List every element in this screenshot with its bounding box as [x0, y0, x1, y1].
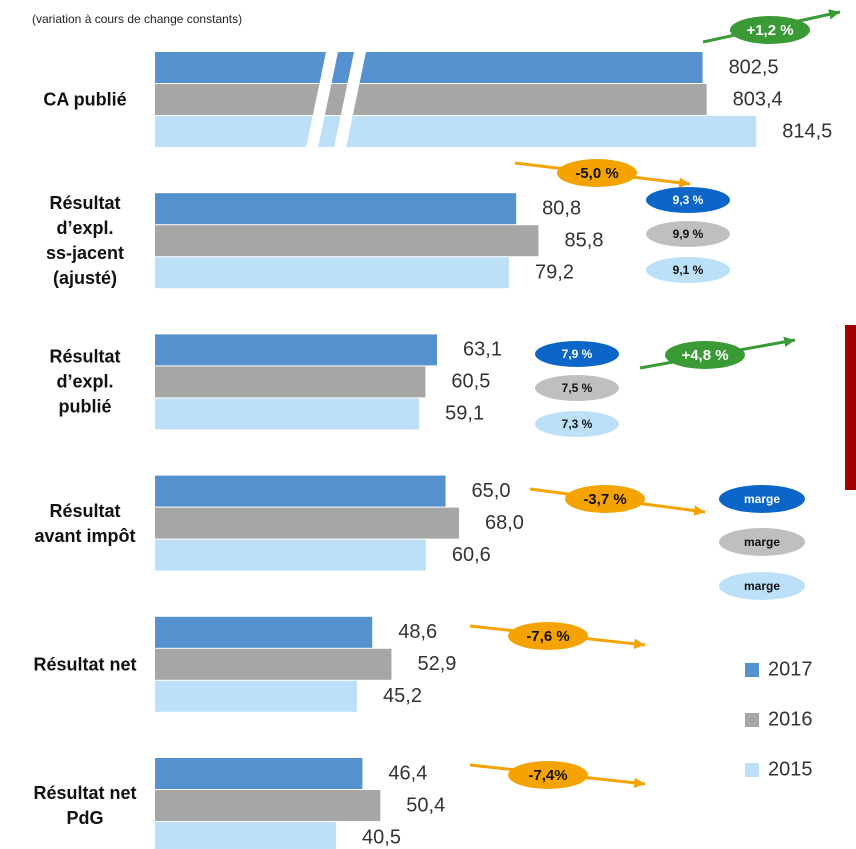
value-label: 802,5: [729, 56, 779, 78]
bar: [155, 790, 381, 821]
category-label: Résultat d’expl. publié: [49, 346, 121, 417]
value-label: 59,1: [445, 403, 484, 425]
variation-label: -3,7 %: [583, 491, 626, 508]
bar: [155, 193, 517, 225]
bar: [155, 366, 426, 398]
variation-label: +1,2 %: [746, 22, 793, 39]
margin-label: 7,5 %: [562, 381, 593, 395]
legend-swatch: [745, 663, 759, 677]
arrow-head: [693, 505, 705, 516]
variation-badge: [730, 16, 810, 44]
value-label: 48,6: [398, 621, 437, 643]
subtitle: (variation à cours de change constants): [32, 12, 242, 26]
value-label: 50,4: [406, 794, 445, 816]
value-label: 80,8: [542, 197, 581, 219]
variation-badge: [665, 341, 745, 369]
margin-badge: [646, 221, 730, 247]
value-label: 63,1: [463, 339, 502, 361]
bar: [155, 257, 510, 289]
margin-label: 7,9 %: [562, 347, 593, 361]
margin-badge: [535, 341, 619, 367]
value-label: 68,0: [485, 512, 524, 534]
bar: [155, 822, 337, 849]
category-label: Résultat avant impôt: [34, 500, 136, 546]
value-label: 85,8: [565, 229, 604, 251]
bar: [155, 334, 438, 366]
variation-label: -5,0 %: [575, 165, 618, 182]
bar: [155, 52, 703, 83]
category-label: Résultat d’expl. ss-jacent (ajusté): [45, 193, 125, 289]
arrow-head: [678, 177, 690, 188]
variation-label: +4,8 %: [681, 347, 728, 364]
bar: [155, 225, 539, 257]
margin-badge: [719, 485, 805, 513]
value-label: 40,5: [362, 826, 401, 848]
margin-badge: [719, 528, 805, 556]
margin-label: marge: [744, 535, 780, 549]
margin-badge: [535, 375, 619, 401]
variation-label: -7,6 %: [526, 628, 569, 645]
margin-badge: [646, 187, 730, 213]
margin-label: 9,9 %: [673, 227, 704, 241]
bar: [155, 116, 757, 147]
value-label: 65,0: [472, 480, 511, 502]
legend-swatch: [745, 763, 759, 777]
margin-label: 9,3 %: [673, 193, 704, 207]
variation-label: -7,4%: [528, 767, 567, 784]
category-label: CA publié: [43, 89, 127, 110]
bars: [155, 52, 757, 849]
margin-badge: [719, 572, 805, 600]
value-label: 60,5: [451, 371, 490, 393]
margin-badge: [535, 411, 619, 437]
bar: [155, 680, 358, 712]
bar: [155, 616, 373, 648]
value-label: 60,6: [452, 544, 491, 566]
legend-swatch: [745, 713, 759, 727]
value-label: 803,4: [733, 88, 783, 110]
bar: [155, 539, 426, 571]
arrow-head: [633, 777, 645, 789]
bar: [155, 475, 446, 507]
bar: [155, 84, 707, 115]
axis-break: [334, 52, 366, 148]
bar: [155, 648, 392, 680]
margin-label: marge: [744, 492, 780, 506]
variation-badge: [557, 159, 637, 187]
margin-label: 7,3 %: [562, 417, 593, 431]
arrow-head: [633, 638, 645, 650]
arrow-head: [828, 9, 840, 20]
variation-badge: [508, 622, 588, 650]
bar: [155, 398, 420, 430]
legend-label: 2016: [768, 708, 813, 730]
variation-badge: [508, 761, 588, 789]
bar: [155, 507, 459, 539]
margin-label: marge: [744, 579, 780, 593]
side-bar: [845, 325, 856, 490]
legend-label: 2015: [768, 758, 813, 780]
bar: [155, 758, 363, 789]
value-label: 45,2: [383, 685, 422, 707]
value-label: 52,9: [417, 653, 456, 675]
axis-break: [306, 52, 338, 148]
value-label: 79,2: [535, 261, 574, 283]
legend-label: 2017: [768, 658, 813, 680]
annotations: +1,2 % -5,0 % +4,8 % -3,7 % -7,6 % -7,4% 9,3 %…: [469, 9, 841, 789]
value-label: 814,5: [782, 120, 832, 142]
variation-badge: [565, 485, 645, 513]
category-label: Résultat net PdG: [33, 783, 137, 828]
margin-label: 9,1 %: [673, 263, 704, 277]
category-label: Résultat net: [33, 654, 137, 675]
value-label: 46,4: [388, 762, 427, 784]
arrow-head: [783, 336, 795, 348]
margin-badge: [646, 257, 730, 283]
